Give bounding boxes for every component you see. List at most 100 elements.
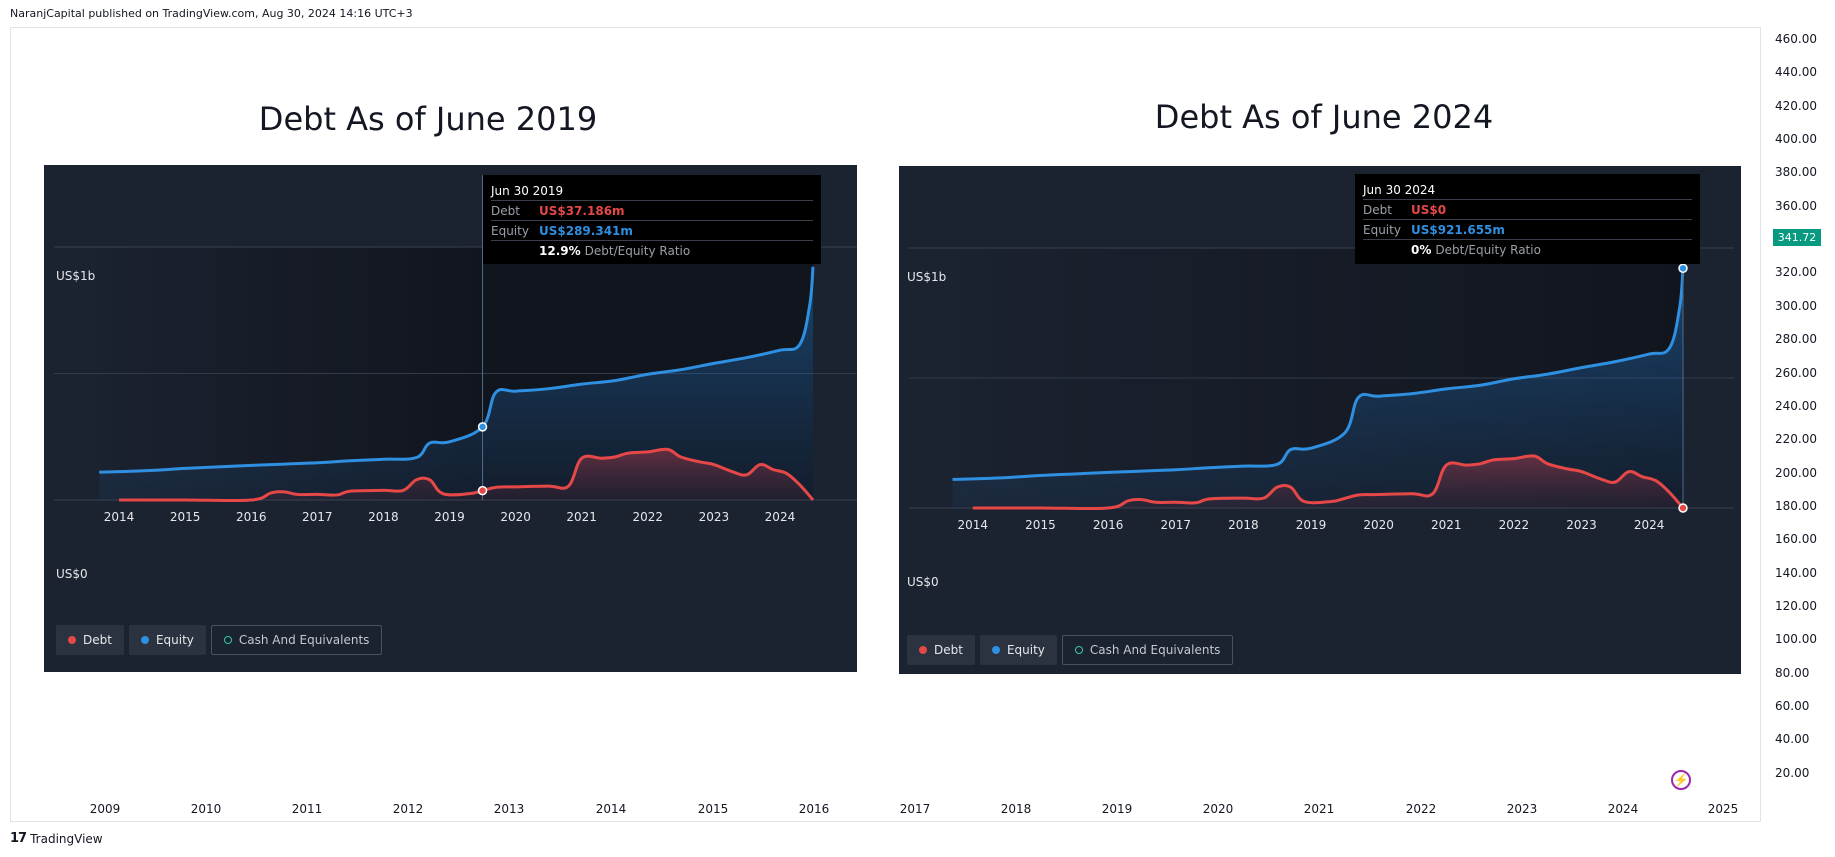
cursor-dot-debt bbox=[1678, 503, 1688, 513]
legend-equity[interactable]: Equity bbox=[128, 625, 206, 655]
tooltip-debt-label: Debt bbox=[1363, 202, 1392, 217]
time-tick: 2021 bbox=[1303, 802, 1335, 816]
chart-svg[interactable]: 2014 2015 2016 2017 2018 2019 2020 2021 2022 2023… bbox=[899, 166, 1741, 674]
x-tick-label: 2022 bbox=[632, 510, 663, 524]
series-line-equity bbox=[952, 268, 1685, 481]
x-tick-label: 2022 bbox=[1499, 518, 1530, 532]
y-top-label: US$1b bbox=[56, 269, 96, 283]
price-tick: 400.00 bbox=[1775, 132, 1817, 147]
tooltip-debt-value: US$37.186m bbox=[539, 203, 625, 218]
y-top-label: US$1b bbox=[907, 270, 947, 284]
series-area-equity bbox=[99, 266, 813, 500]
x-tick-label: 2015 bbox=[1025, 518, 1056, 532]
equity-dot-icon bbox=[140, 636, 149, 644]
price-tick: 200.00 bbox=[1775, 465, 1817, 480]
x-tick-label: 2014 bbox=[958, 518, 989, 532]
legend-cash[interactable]: Cash And Equivalents bbox=[210, 625, 383, 655]
x-tick-label: 2021 bbox=[1431, 518, 1462, 532]
time-tick: 2025 bbox=[1707, 802, 1739, 816]
current-price-badge: 341.72 bbox=[1773, 229, 1821, 246]
x-tick-label: 2018 bbox=[1228, 518, 1259, 532]
x-tick-label: 2021 bbox=[566, 510, 597, 524]
price-tick: 320.00 bbox=[1775, 265, 1817, 280]
footer-brand[interactable]: 17 TradingView bbox=[10, 831, 103, 846]
x-tick-label: 2023 bbox=[1566, 518, 1597, 532]
price-tick: 440.00 bbox=[1775, 65, 1817, 80]
x-tick-label: 2018 bbox=[368, 510, 399, 524]
tooltip-debt-value: US$0 bbox=[1411, 202, 1447, 217]
price-tick: 300.00 bbox=[1775, 298, 1817, 313]
chart-title-2019: Debt As of June 2019 bbox=[258, 100, 598, 138]
chart-svg[interactable]: 2014 2015 2016 2017 2018 2019 2020 2021 2022 2023… bbox=[44, 165, 857, 672]
time-tick: 2018 bbox=[1000, 802, 1032, 816]
tooltip-equity-label: Equity bbox=[1363, 222, 1401, 237]
debt-equity-chart-2019[interactable]: 2014 2015 2016 2017 2018 2019 2020 2021 2022 2023… bbox=[44, 165, 857, 672]
time-tick: 2013 bbox=[493, 802, 525, 816]
cash-ring-icon bbox=[1074, 646, 1083, 654]
price-tick: 40.00 bbox=[1775, 732, 1810, 747]
cursor-dot-equity bbox=[477, 422, 488, 432]
x-tick-label: 2017 bbox=[302, 510, 333, 524]
price-tick: 160.00 bbox=[1775, 532, 1817, 547]
series-line-debt bbox=[972, 454, 1685, 511]
cash-ring-icon bbox=[223, 636, 232, 644]
price-tick: 20.00 bbox=[1775, 765, 1810, 780]
price-tick: 80.00 bbox=[1775, 665, 1810, 680]
legend-debt[interactable]: Debt bbox=[56, 625, 124, 655]
tooltip-ratio-value: 12.9% bbox=[539, 243, 581, 258]
time-axis[interactable]: 2009 2010 2011 2012 2013 2014 2015 2016 2017 2018… bbox=[10, 796, 1761, 818]
equity-dot-icon bbox=[991, 646, 1000, 654]
cursor-dot-debt bbox=[477, 485, 488, 496]
x-tick-label: 2019 bbox=[434, 510, 465, 524]
series-line-debt bbox=[119, 447, 815, 503]
tooltip-debt-label: Debt bbox=[491, 203, 520, 218]
legend-equity[interactable]: Equity bbox=[979, 635, 1057, 665]
time-tick: 2009 bbox=[89, 802, 121, 816]
time-tick: 2022 bbox=[1405, 802, 1437, 816]
lightning-icon[interactable]: ⚡ bbox=[1671, 770, 1691, 790]
time-tick: 2012 bbox=[392, 802, 424, 816]
x-tick-label: 2016 bbox=[1093, 518, 1124, 532]
legend-debt[interactable]: Debt bbox=[907, 635, 975, 665]
price-tick: 280.00 bbox=[1775, 332, 1817, 347]
tooltip-ratio-label: Debt/Equity Ratio bbox=[584, 243, 691, 258]
x-tick-label: 2015 bbox=[170, 510, 201, 524]
time-tick: 2017 bbox=[899, 802, 931, 816]
x-tick-label: 2017 bbox=[1160, 518, 1191, 532]
x-tick-label: 2020 bbox=[500, 510, 531, 524]
publish-info: NaranjCapital published on TradingView.c… bbox=[10, 7, 413, 20]
time-tick: 2015 bbox=[697, 802, 729, 816]
time-tick: 2010 bbox=[190, 802, 222, 816]
price-tick: 140.00 bbox=[1775, 565, 1817, 580]
x-tick-label: 2014 bbox=[104, 510, 135, 524]
chart-legend: Debt Equity Cash And Equivalents bbox=[907, 635, 1234, 665]
time-tick: 2020 bbox=[1202, 802, 1234, 816]
tooltip-ratio-label: Debt/Equity Ratio bbox=[1435, 242, 1541, 257]
time-tick: 2014 bbox=[595, 802, 627, 816]
price-tick: 120.00 bbox=[1775, 598, 1817, 613]
tooltip-equity-value: US$289.341m bbox=[539, 223, 633, 238]
price-tick: 360.00 bbox=[1775, 198, 1817, 213]
price-tick: 240.00 bbox=[1775, 398, 1817, 413]
series-area-debt bbox=[972, 455, 1683, 509]
x-tick-label: 2016 bbox=[236, 510, 267, 524]
tooltip-date: Jun 30 2019 bbox=[491, 183, 564, 198]
price-tick: 260.00 bbox=[1775, 365, 1817, 380]
cursor-dot-equity bbox=[1678, 263, 1688, 274]
series-area-debt bbox=[119, 449, 813, 501]
tooltip-date: Jun 30 2024 bbox=[1363, 182, 1436, 197]
brand-name: TradingView bbox=[30, 831, 103, 846]
tooltip-equity-value: US$921.655m bbox=[1411, 222, 1505, 237]
price-tick: 220.00 bbox=[1775, 432, 1817, 447]
legend-cash[interactable]: Cash And Equivalents bbox=[1061, 635, 1234, 665]
debt-dot-icon bbox=[919, 646, 927, 654]
debt-equity-chart-2024[interactable]: 2014 2015 2016 2017 2018 2019 2020 2021 2022 2023… bbox=[899, 166, 1741, 674]
price-tick: 60.00 bbox=[1775, 699, 1810, 713]
debt-dot-icon bbox=[68, 636, 76, 644]
data-tooltip: Jun 30 2024 Debt US$0 Equity US$921.655m 0… bbox=[1355, 174, 1700, 264]
tooltip-equity-label: Equity bbox=[491, 223, 529, 238]
time-tick: 2011 bbox=[291, 802, 323, 816]
time-tick: 2024 bbox=[1607, 802, 1639, 816]
time-tick: 2016 bbox=[798, 802, 830, 816]
price-axis[interactable]: 460.00440.00420.00400.00380.00360.00340.… bbox=[1761, 27, 1835, 822]
